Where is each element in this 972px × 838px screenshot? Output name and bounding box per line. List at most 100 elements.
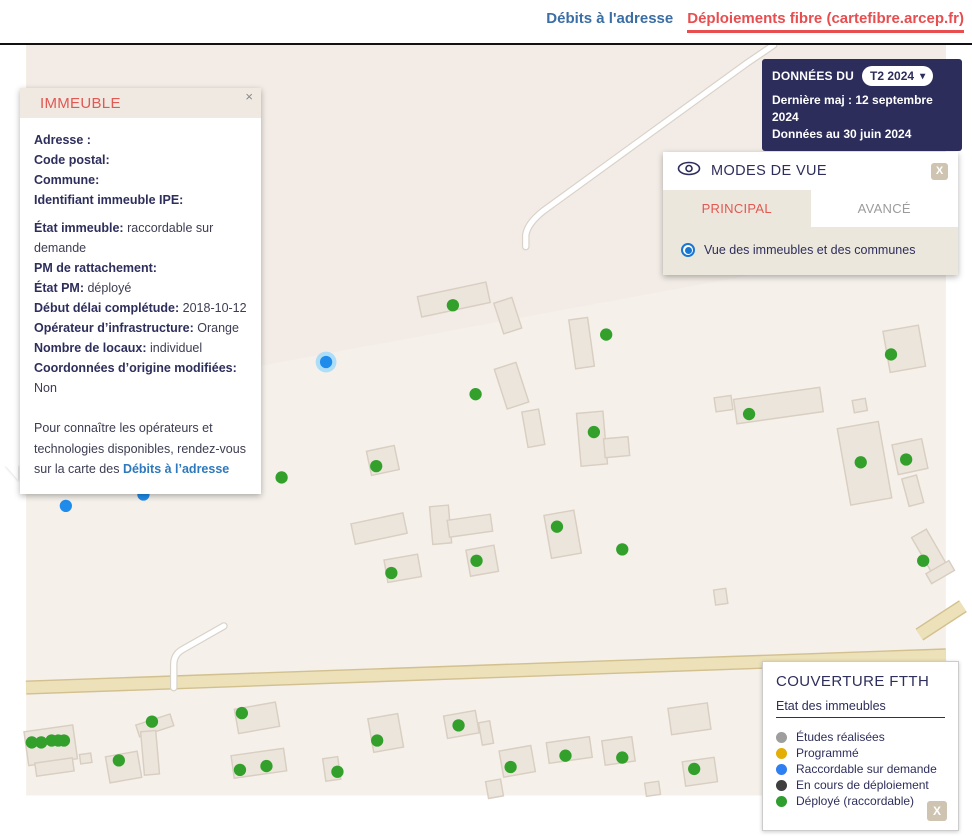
building-marker-deployed[interactable]: [504, 760, 517, 774]
tab-avance[interactable]: AVANCÉ: [810, 190, 958, 227]
building-marker-deployed[interactable]: [112, 754, 125, 767]
building-footprint: [543, 509, 583, 560]
building-marker-deployed[interactable]: [900, 453, 913, 466]
building-marker-deployed[interactable]: [260, 759, 273, 773]
building-footprint: [350, 512, 408, 546]
building-marker-deployed[interactable]: [600, 328, 613, 341]
building-marker-deployed[interactable]: [917, 554, 930, 567]
legend-subtitle: Etat des immeubles: [776, 699, 945, 718]
yellow-dot-icon: [776, 747, 787, 759]
building-marker-deployed[interactable]: [331, 765, 344, 778]
field-etat-pm: État PM: déployé: [34, 278, 247, 298]
field-label: État PM:: [34, 281, 84, 295]
building-marker-deployed[interactable]: [550, 520, 564, 533]
building-footprint: [851, 397, 869, 414]
building-marker-deployed[interactable]: [446, 299, 460, 312]
building-marker-deployed[interactable]: [233, 763, 247, 777]
building-footprint: [520, 408, 546, 449]
blue-dot-icon: [776, 763, 787, 775]
building-marker-deployed[interactable]: [559, 749, 572, 762]
field-value: Non: [34, 381, 57, 395]
building-marker-deployed[interactable]: [742, 407, 756, 421]
legend-item-label: Programmé: [796, 746, 859, 760]
building-footprint: [567, 316, 596, 370]
field-label: Code postal:: [34, 153, 110, 167]
legend-title: COUVERTURE FTTH: [776, 673, 930, 690]
building-footprint: [602, 435, 631, 459]
field-value: déployé: [87, 281, 132, 295]
building-marker-deployed[interactable]: [616, 543, 629, 556]
building-marker-deployed[interactable]: [854, 456, 867, 469]
building-marker-deployed[interactable]: [688, 762, 701, 776]
building-marker-deployed[interactable]: [145, 715, 159, 728]
building-marker-on-demand[interactable]: [59, 499, 72, 512]
view-radio[interactable]: [681, 243, 695, 257]
building-marker-deployed[interactable]: [385, 566, 398, 580]
building-marker-deployed[interactable]: [587, 425, 601, 439]
dark-dot-icon: [776, 779, 787, 791]
legend-item-label: En cours de déploiement: [796, 778, 929, 792]
debits-adresse-link[interactable]: Débits à l’adresse: [122, 462, 230, 476]
building-marker-on-demand[interactable]: [319, 355, 333, 369]
building-footprint: [681, 756, 719, 787]
building-footprint: [365, 444, 401, 477]
field-label: Nombre de locaux:: [34, 341, 147, 355]
data-period-value: T2 2024: [870, 69, 915, 83]
field-value: 2018-10-12: [182, 301, 247, 315]
building-marker-deployed[interactable]: [25, 736, 38, 749]
building-marker-deployed[interactable]: [616, 751, 629, 764]
data-period-title: DONNÉES DU: [772, 69, 855, 83]
immeuble-popup-title: IMMEUBLE: [40, 94, 121, 112]
last-update-text: Dernière maj : 12 septembre 2024: [772, 93, 933, 124]
legend-item-label: Raccordable sur demande: [796, 762, 937, 776]
tab-debits-adresse[interactable]: Débits à l'adresse: [546, 10, 674, 27]
building-marker-deployed[interactable]: [884, 348, 898, 361]
building-footprint: [446, 513, 494, 538]
building-footprint: [498, 744, 537, 779]
field-coordonnees: Coordonnées d’origine modifiées: Non: [34, 358, 247, 398]
building-footprint: [575, 410, 609, 467]
data-date-text: Données au 30 juin 2024: [772, 127, 912, 141]
building-footprint: [34, 757, 75, 778]
close-button[interactable]: X: [927, 801, 947, 821]
field-label: Début délai complétude:: [34, 301, 180, 315]
field-code-postal: Code postal:: [34, 150, 247, 170]
field-label: Commune:: [34, 173, 100, 187]
close-button[interactable]: X: [931, 162, 948, 180]
building-marker-deployed[interactable]: [370, 459, 383, 473]
legend-item-deploye: Déployé (raccordable): [776, 793, 945, 809]
legend-item-label: Études réalisées: [796, 730, 885, 744]
building-marker-deployed[interactable]: [469, 388, 482, 401]
tab-principal[interactable]: PRINCIPAL: [663, 190, 811, 227]
building-marker-deployed[interactable]: [470, 554, 483, 567]
field-operateur: Opérateur d’infrastructure: Orange: [34, 318, 247, 338]
eye-icon: [677, 161, 701, 181]
building-marker-deployed[interactable]: [452, 719, 465, 732]
close-icon[interactable]: ×: [245, 89, 253, 104]
building-footprint: [924, 559, 956, 585]
building-footprint: [104, 750, 143, 784]
immeuble-popup-header: IMMEUBLE ×: [20, 88, 261, 118]
building-footprint: [139, 729, 161, 776]
building-footprint: [732, 386, 825, 425]
tab-deploiements-fibre[interactable]: Déploiements fibre (cartefibre.arcep.fr): [687, 10, 964, 33]
building-marker-deployed[interactable]: [371, 734, 384, 747]
immeuble-popup-footer: Pour connaître les opérateurs et technol…: [34, 418, 247, 480]
field-label: Identifiant immeuble IPE:: [34, 193, 184, 207]
field-value: individuel: [150, 341, 203, 355]
legend-item-programme: Programmé: [776, 745, 945, 761]
field-value: Orange: [197, 321, 239, 335]
immeuble-popup-body: Adresse : Code postal: Commune: Identifi…: [20, 118, 261, 494]
view-modes-panel: MODES DE VUE X PRINCIPAL AVANCÉ Vue des …: [663, 152, 958, 275]
field-commune: Commune:: [34, 170, 247, 190]
building-footprint: [900, 474, 925, 508]
building-marker-deployed[interactable]: [275, 471, 288, 484]
main-road: [25, 649, 947, 694]
data-period-select[interactable]: T2 2024 ▾: [862, 66, 934, 86]
building-marker-deployed[interactable]: [57, 734, 71, 747]
building-marker-deployed[interactable]: [235, 706, 249, 720]
building-marker-deployed[interactable]: [35, 736, 48, 749]
field-label: Coordonnées d’origine modifiées:: [34, 361, 237, 375]
building-footprint: [713, 394, 734, 413]
